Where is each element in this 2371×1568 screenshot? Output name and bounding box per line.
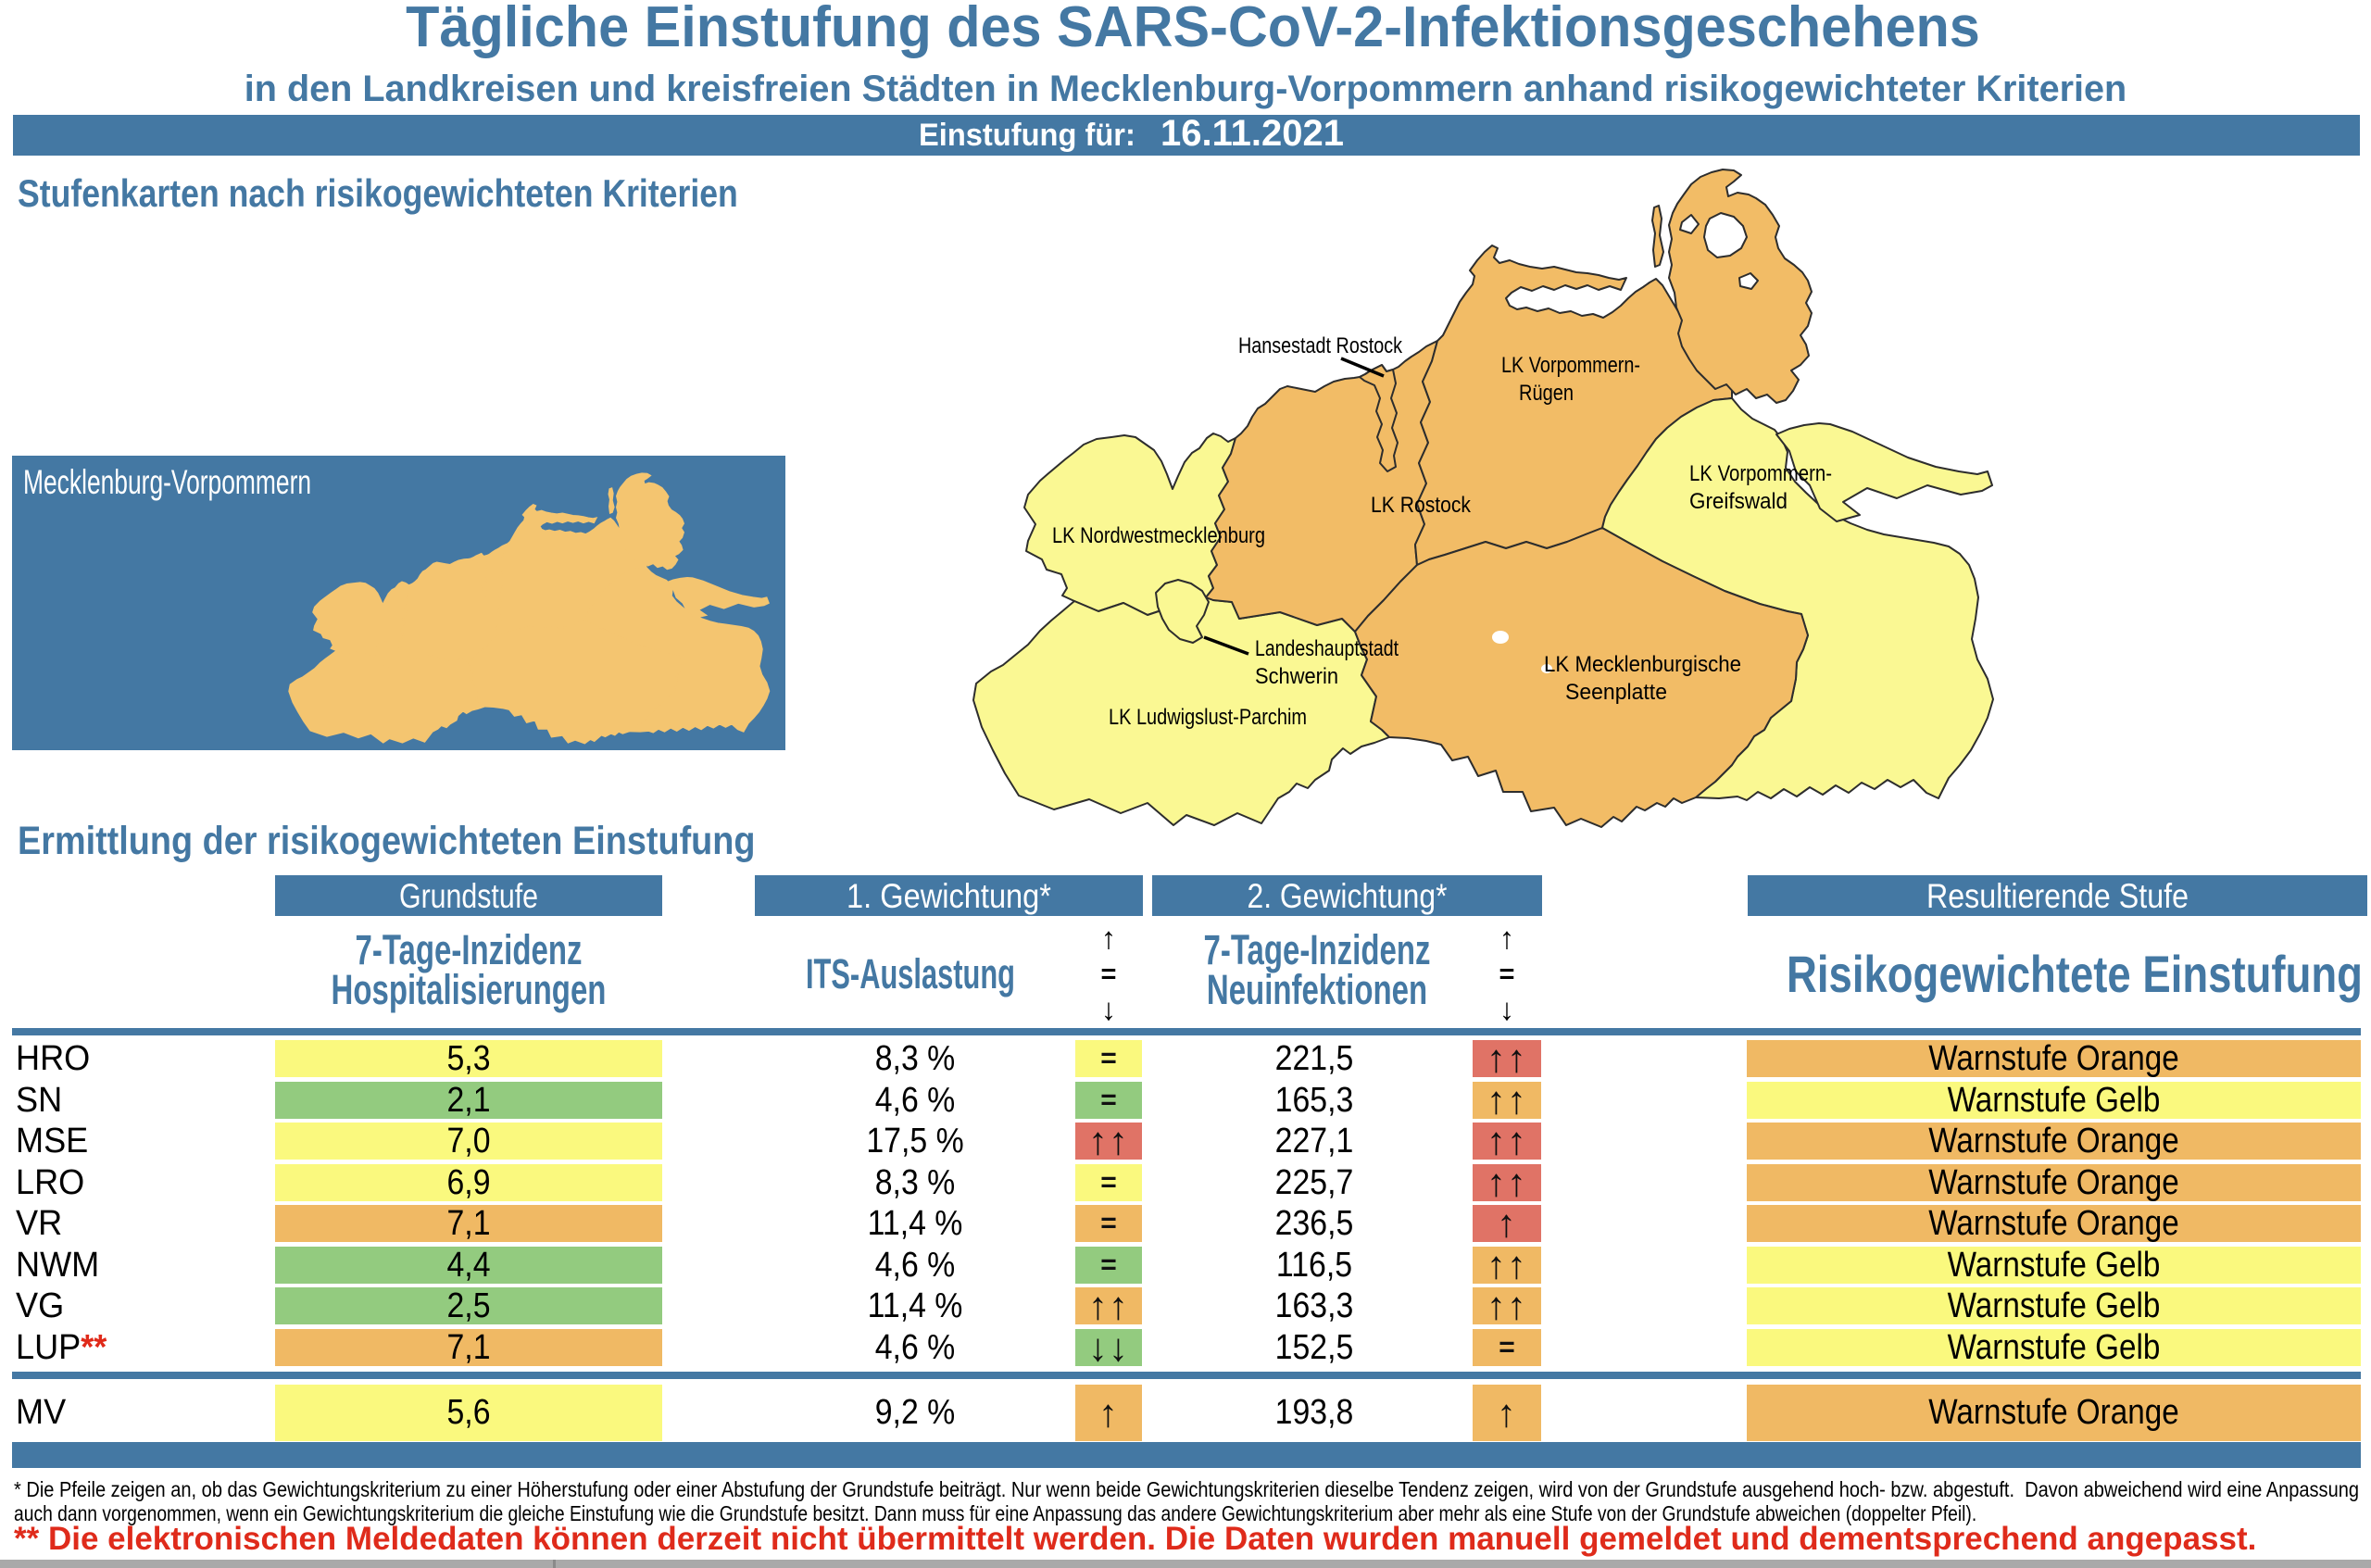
svg-text:Greifswald: Greifswald: [1689, 489, 1788, 514]
svg-text:Schwerin: Schwerin: [1255, 664, 1338, 689]
svg-text:Rügen: Rügen: [1519, 381, 1574, 406]
svg-text:LK Rostock: LK Rostock: [1371, 493, 1472, 518]
svg-text:Hansestadt Rostock: Hansestadt Rostock: [1238, 333, 1403, 358]
svg-text:LK Nordwestmecklenburg: LK Nordwestmecklenburg: [1052, 523, 1265, 548]
svg-text:Landeshauptstadt: Landeshauptstadt: [1255, 636, 1399, 661]
svg-text:LK Mecklenburgische: LK Mecklenburgische: [1544, 652, 1741, 677]
svg-text:Seenplatte: Seenplatte: [1565, 680, 1667, 705]
svg-text:LK Vorpommern-: LK Vorpommern-: [1689, 461, 1832, 486]
svg-text:LK Vorpommern-: LK Vorpommern-: [1501, 353, 1640, 378]
svg-text:LK Ludwigslust-Parchim: LK Ludwigslust-Parchim: [1109, 705, 1307, 730]
